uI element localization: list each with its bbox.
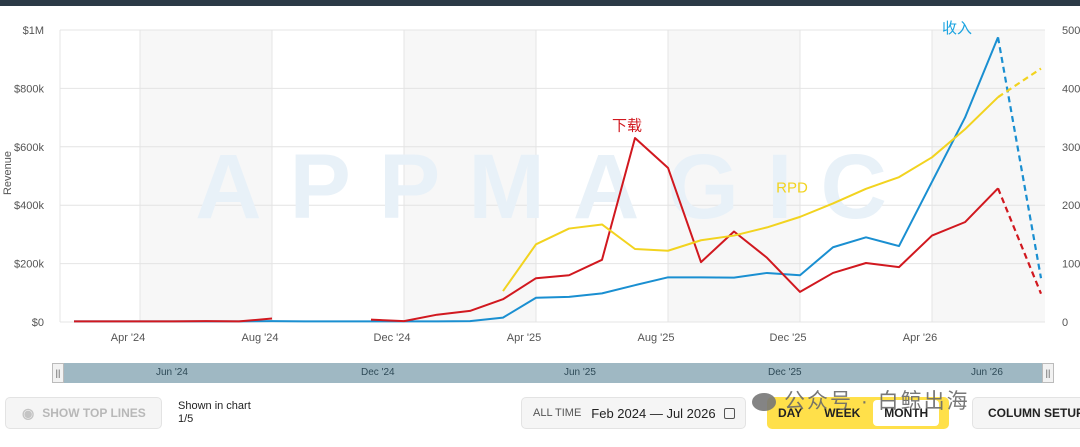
series-annotation: 下载 xyxy=(612,118,642,135)
left-axis-tick: $400k xyxy=(14,200,44,212)
calendar-icon xyxy=(723,407,735,419)
show-top-lines-label: SHOW TOP LINES xyxy=(42,406,146,420)
chart-band xyxy=(404,30,536,322)
left-axis-tick: $0 xyxy=(32,317,44,329)
scrollbar-label: Jun '26 xyxy=(971,367,1003,378)
shown-in-chart-label: Shown in chart xyxy=(178,400,251,412)
shown-in-chart: Shown in chart 1/5 xyxy=(178,400,251,426)
eye-icon: ◉ xyxy=(22,404,35,421)
chart-band xyxy=(932,30,1045,322)
scrollbar-label: Dec '24 xyxy=(361,367,395,378)
period-toggle: DAY WEEK MONTH xyxy=(767,397,949,429)
overlay-watermark: 公众号 · 白鲸出海 xyxy=(752,385,970,415)
shown-in-chart-count: 1/5 xyxy=(178,413,194,425)
forecast-line xyxy=(996,187,1043,295)
date-range-picker[interactable]: ALL TIME Feb 2024 — Jul 2026 xyxy=(521,397,746,429)
x-axis-tick: Apr '24 xyxy=(111,332,146,344)
x-axis-tick: Aug '25 xyxy=(638,332,675,344)
right-axis-tick: 400 xyxy=(1062,83,1080,95)
chart-watermark: APPMAGIC xyxy=(195,136,915,238)
left-axis-tick: $800k xyxy=(14,83,44,95)
scrollbar-label: Jun '24 xyxy=(156,367,188,378)
series-line xyxy=(502,96,999,292)
show-top-lines-button[interactable]: ◉ SHOW TOP LINES xyxy=(5,397,162,429)
series-annotation: 收入 xyxy=(942,20,972,37)
right-axis-tick: 200 xyxy=(1062,200,1080,212)
overlay-watermark-text: 公众号 · 白鲸出海 xyxy=(784,390,970,413)
right-axis-tick: 500 xyxy=(1062,25,1080,37)
period-month-button[interactable]: MONTH xyxy=(873,400,940,426)
left-axis-tick: $600k xyxy=(14,142,44,154)
x-axis-tick: Apr '25 xyxy=(507,332,542,344)
series-line xyxy=(74,317,273,323)
column-setup-button[interactable]: COLUMN SETUP xyxy=(972,397,1080,429)
left-axis-tick: $1M xyxy=(23,25,44,37)
series-line xyxy=(370,137,999,323)
scrollbar-label: Dec '25 xyxy=(768,367,802,378)
series-annotation: RPD xyxy=(776,179,808,196)
all-time-label: ALL TIME xyxy=(533,407,582,419)
x-axis-tick: Dec '25 xyxy=(770,332,807,344)
scrollbar-right-handle[interactable]: || xyxy=(1042,363,1054,383)
top-bar xyxy=(0,0,1080,6)
wechat-icon xyxy=(752,393,776,412)
chart-controls: ◉ SHOW TOP LINES Shown in chart 1/5 ALL … xyxy=(0,394,1080,434)
right-axis-tick: 300 xyxy=(1062,142,1080,154)
range-scrollbar[interactable]: Jun '24 Dec '24 Jun '25 Dec '25 Jun '26 … xyxy=(52,363,1054,383)
forecast-line xyxy=(996,37,1043,279)
left-axis-tick: $200k xyxy=(14,259,44,271)
left-axis-label: Revenue xyxy=(2,151,14,195)
x-axis-tick: Dec '24 xyxy=(374,332,411,344)
scrollbar-label: Jun '25 xyxy=(564,367,596,378)
scrollbar-track[interactable] xyxy=(53,363,1053,383)
right-axis-tick: 0 xyxy=(1062,317,1068,329)
right-axis-tick: 100 xyxy=(1062,259,1080,271)
x-axis-tick: Apr '26 xyxy=(903,332,938,344)
period-week-button[interactable]: WEEK xyxy=(824,406,861,420)
revenue-chart: APPMAGIC $0 $200k $400k $600k $800k $1M 0 100 2… xyxy=(2,20,1080,344)
scrollbar-left-handle[interactable]: || xyxy=(52,363,64,383)
x-axis-tick: Aug '24 xyxy=(242,332,279,344)
chart-band xyxy=(140,30,272,322)
forecast-line xyxy=(997,67,1042,99)
period-day-button[interactable]: DAY xyxy=(778,406,803,420)
date-range-value: Feb 2024 — Jul 2026 xyxy=(591,405,716,421)
